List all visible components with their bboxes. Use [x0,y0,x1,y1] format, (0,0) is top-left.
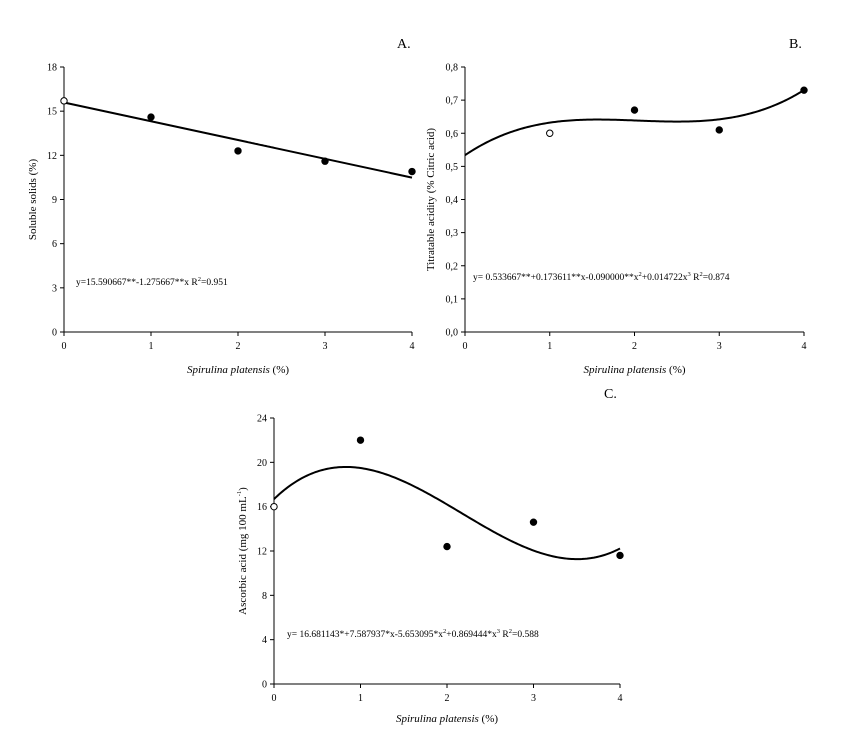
panel-b-y-axis-title: Titratable acidity (% Citric acid) [425,128,437,271]
panel-a-control-point [60,97,68,105]
panel-c-y-tick-label: 12 [257,547,267,558]
panel-c-y-title-text: Ascorbic acid (mg 100 mL [237,496,249,615]
panel-c-equation-part: 2 [443,628,446,635]
panel-c-x-title-species: Spirulina platensis [396,713,479,725]
panel-a-y-tick-label: 12 [47,151,57,162]
panel-c-y-tick-label: 4 [262,635,267,646]
panel-a-data-point [147,113,155,121]
panel-b-equation-part: 2 [699,271,702,278]
panel-b-control-point [546,129,554,137]
panel-a-y-axis-title: Soluble solids (%) [27,159,39,241]
panel-a-y-tick-label: 15 [47,107,57,118]
panel-c-y-title-exponent: -1 [236,491,243,496]
panel-c-y-tick-label: 20 [257,458,267,469]
panel-b-letter: B. [789,37,802,52]
panel-c-equation-part: R [500,630,509,640]
panel-b-y-tick-label: 0,5 [446,162,459,173]
panel-b-x-tick-label: 3 [717,341,722,352]
panel-c-data-point [356,436,365,444]
panel-c-data-point [443,542,451,551]
panel-b-equation-part: =0.874 [703,273,730,283]
panel-a-x-axis-title: Spirulina platensis (%) [187,364,289,376]
panel-c-x-tick-label: 3 [531,693,536,704]
panel-c-equation-part: 3 [497,628,500,635]
panel-a-x-tick-label: 2 [236,341,241,352]
panel-c-equation-part: y= 16.681143*+7.587937*x-5.653095*x [287,630,443,640]
panel-c-y-title-close: ) [237,487,249,491]
panel-b-data-point [715,126,723,134]
panel-a-data-point [234,147,242,155]
panel-a-x-tick-label: 0 [62,341,67,352]
panel-a-equation-part: y=15.590667**-1.275667**x R [76,278,198,288]
panel-a-y-tick-label: 9 [52,195,57,206]
panel-b-y-tick-label: 0,3 [446,228,459,239]
panel-a-letter: A. [397,37,411,52]
panel-b-x-axis-title: Spirulina platensis (%) [583,364,685,376]
panel-b-fit-curve [464,89,805,157]
panel-a-x-title-unit: (%) [270,364,290,376]
panel-a-equation-part: =0.951 [201,278,228,288]
panel-c-y-axis-title: Ascorbic acid (mg 100 mL-1) [236,487,249,615]
panel-c-fit-curve [273,465,621,561]
panel-b-equation: y= 0.533667**+0.173611**x-0.090000**x2+0… [473,271,730,283]
panel-b-y-tick-label: 0,8 [446,63,459,74]
panel-b-x-title-species: Spirulina platensis [583,364,666,376]
panel-a-equation: y=15.590667**-1.275667**x R2=0.951 [76,276,228,288]
panel-c-x-tick-label: 1 [358,693,363,704]
panel-b-equation-part: 3 [688,271,691,278]
panel-c-x-axis-title: Spirulina platensis (%) [396,713,498,725]
panel-c-y-tick-label: 8 [262,591,267,602]
panel-c-equation: y= 16.681143*+7.587937*x-5.653095*x2+0.8… [287,628,539,640]
panel-c-data-point [529,518,538,526]
panel-a-equation-part: 2 [198,276,201,283]
panel-b-y-title-text: Titratable acidity (% Citric acid) [425,128,437,271]
panel-c-equation-part: +0.869444*x [446,630,497,640]
panel-b: 0,0 0,1 0,2 0,3 0,4 0,5 0,6 0,7 0,8 0 1 2 3 4 B. Spirul… [425,37,808,376]
panel-a-y-tick-label: 18 [47,63,57,74]
panel-a-x-tick-label: 1 [149,341,154,352]
panel-b-y-tick-label: 0,1 [446,294,459,305]
panel-b-y-tick-label: 0,4 [446,195,459,206]
panel-b-y-tick-label: 0,7 [446,96,459,107]
panel-c-x-title-unit: (%) [479,713,499,725]
panel-c-equation-part: 2 [509,628,512,635]
panel-c-x-tick-label: 2 [445,693,450,704]
panel-a-x-tick-label: 4 [410,341,415,352]
panel-c-control-point [270,502,278,511]
panel-c-y-tick-label: 16 [257,502,267,513]
panel-b-data-point [630,106,639,114]
panel-b-x-tick-label: 4 [802,341,807,352]
panel-c-letter: C. [604,387,617,402]
panel-b-y-tick-label: 0,6 [446,129,459,140]
panel-a-fit-curve [63,101,413,179]
panel-c-x-tick-label: 0 [272,693,277,704]
panel-a-y-tick-label: 3 [52,283,57,294]
panel-c-y-tick-label: 0 [262,680,267,691]
panel-b-data-point [800,86,808,94]
panel-a-data-point [321,157,329,165]
panel-b-x-tick-label: 0 [463,341,468,352]
panel-a-y-tick-label: 0 [52,328,57,339]
panel-c-y-tick-label: 24 [257,414,267,425]
panel-b-x-title-unit: (%) [666,364,686,376]
panel-b-equation-part: y= 0.533667**+0.173611**x-0.090000**x [473,273,639,283]
panel-b-x-tick-label: 1 [547,341,552,352]
panel-b-equation-part: R [691,273,700,283]
panel-c-data-point [616,551,624,560]
panel-a-x-title-species: Spirulina platensis [187,364,270,376]
panel-b-y-tick-label: 0,0 [446,328,459,339]
panel-a-data-point [408,167,416,176]
panel-b-y-tick-label: 0,2 [446,261,459,272]
panel-b-equation-part: 2 [639,271,642,278]
panel-b-equation-part: +0.014722x [642,273,688,283]
panel-a-x-tick-label: 3 [323,341,328,352]
panel-c-equation-part: =0.588 [512,630,539,640]
panel-a-y-tick-label: 6 [52,239,57,250]
panel-a-y-title-text: Soluble solids (%) [27,159,39,241]
panel-c-x-tick-label: 4 [618,693,623,704]
panel-b-x-tick-label: 2 [632,341,637,352]
